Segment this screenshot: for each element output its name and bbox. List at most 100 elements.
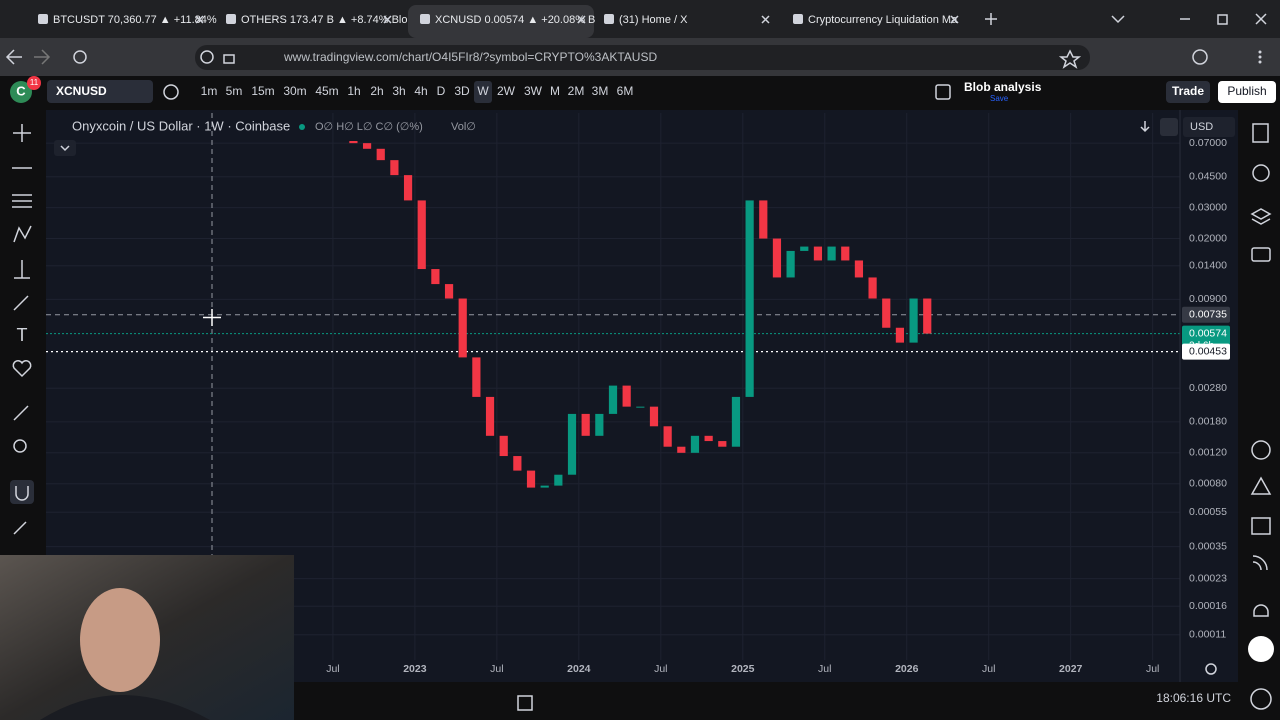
url[interactable]: www.tradingview.com/chart/O4I5FIr8/?symb… [283, 50, 657, 64]
right-sidebar [1240, 110, 1280, 682]
chat-icon[interactable] [1251, 247, 1271, 262]
avatar[interactable] [10, 81, 32, 103]
interval[interactable]: 1h [347, 84, 360, 98]
auto-scale[interactable] [1160, 118, 1178, 136]
interval[interactable]: 6M [617, 84, 634, 98]
new-tab[interactable] [985, 13, 997, 25]
reload-button[interactable] [73, 50, 87, 64]
crosshair-tool[interactable] [13, 124, 31, 142]
interval[interactable]: 3W [524, 84, 543, 98]
panel-toggle[interactable] [517, 695, 533, 711]
apps-button[interactable] [1248, 636, 1274, 662]
publish-button[interactable] [1218, 81, 1276, 103]
tab-title[interactable]: OTHERS 173.47 B ▲ +8.74% Blo [241, 14, 408, 26]
close-window[interactable] [1255, 13, 1267, 25]
layout-name[interactable]: Blob analysis [964, 80, 1042, 94]
interval[interactable]: 5m [226, 84, 243, 98]
legend-title[interactable]: Onyxcoin / US Dollar · 1W · Coinbase [72, 118, 290, 133]
price-label-box [1182, 343, 1230, 360]
interval[interactable]: 45m [315, 84, 338, 98]
calendar-icon[interactable] [1251, 517, 1271, 535]
candle-body [390, 160, 399, 176]
fib-tool[interactable] [12, 194, 32, 208]
interval[interactable]: 15m [251, 84, 274, 98]
lock-draw-tool[interactable] [13, 521, 27, 535]
pine-icon[interactable] [1250, 476, 1272, 495]
candle-body [731, 396, 741, 447]
maximize[interactable] [1217, 14, 1228, 25]
candle-body [854, 260, 864, 278]
pattern-tool[interactable] [13, 225, 32, 243]
address-box[interactable] [195, 45, 1090, 70]
tab-list[interactable] [1111, 15, 1125, 24]
tab-close[interactable] [761, 15, 770, 24]
zoom-tool[interactable] [13, 439, 27, 453]
watchlist-icon[interactable] [1252, 123, 1269, 143]
projection-tool[interactable] [14, 260, 30, 279]
interval[interactable]: 4h [414, 84, 427, 98]
trade-button[interactable] [1166, 81, 1210, 103]
tab-title[interactable]: BTCUSDT 70,360.77 ▲ +11.84% [53, 14, 217, 26]
interval[interactable]: 1m [201, 84, 218, 98]
news-icon[interactable] [1252, 555, 1268, 571]
favorites-tool[interactable] [12, 360, 32, 378]
x-tick-label: 2024 [567, 663, 591, 675]
notifications-icon[interactable] [1253, 604, 1269, 617]
tab-close[interactable] [195, 15, 204, 24]
candle-body [841, 246, 850, 261]
interval[interactable]: 2W [497, 84, 516, 98]
symbol[interactable]: XCNUSD [56, 84, 107, 98]
active-tab[interactable] [408, 5, 594, 38]
legend-volume: Vol∅ [451, 121, 476, 133]
site-info[interactable] [200, 50, 214, 64]
profile[interactable] [1192, 49, 1208, 65]
ideas-icon[interactable] [1251, 440, 1271, 460]
brush-tool[interactable] [13, 295, 29, 311]
interval[interactable]: W [477, 84, 489, 98]
candle-body [813, 246, 823, 261]
layers-icon[interactable] [1250, 208, 1272, 225]
tab-title[interactable]: (31) Home / X [619, 14, 688, 26]
tab-close[interactable] [950, 15, 959, 24]
y-tick-label: 0.00035 [1189, 540, 1227, 552]
interval[interactable]: M [550, 84, 560, 98]
interval[interactable]: 30m [283, 84, 306, 98]
tab-title[interactable]: Cryptocurrency Liquidation Ma [808, 14, 958, 26]
currency[interactable]: USD [1190, 121, 1213, 133]
axis-settings[interactable] [1205, 663, 1217, 675]
interval[interactable]: 3M [592, 84, 609, 98]
back-button[interactable] [5, 49, 22, 65]
layout-checkbox[interactable] [935, 84, 951, 100]
x-tick-label: Jul [490, 663, 503, 675]
measure-tool[interactable] [13, 405, 29, 421]
menu[interactable] [1258, 50, 1262, 54]
interval[interactable]: 2h [370, 84, 383, 98]
x-tick-label: 2025 [731, 663, 755, 675]
compare-button[interactable] [163, 84, 179, 100]
tab-close[interactable] [577, 15, 586, 24]
x-tick-label: Jul [818, 663, 831, 675]
interval[interactable]: 3h [392, 84, 405, 98]
text-tool[interactable]: T [17, 325, 28, 345]
interval[interactable]: D [437, 84, 446, 98]
y-tick-label: 0.00011 [1189, 629, 1226, 641]
alerts-icon[interactable] [1252, 164, 1270, 182]
tab-close[interactable] [383, 15, 392, 24]
active-interval[interactable] [474, 81, 492, 103]
candle-body [444, 284, 454, 299]
tab-icon [793, 14, 803, 24]
symbol-box[interactable] [47, 80, 153, 103]
publish-label[interactable]: Publish [1227, 84, 1266, 98]
scroll-latest[interactable] [1140, 121, 1150, 133]
badge-count: 11 [30, 78, 39, 87]
tab-title[interactable]: XCNUSD 0.00574 ▲ +20.08% B [435, 14, 595, 26]
currency-box[interactable] [1183, 117, 1235, 137]
help-icon[interactable] [1250, 688, 1272, 710]
trade-label[interactable]: Trade [1172, 84, 1204, 98]
interval[interactable]: 3D [454, 84, 470, 98]
bookmark-star[interactable] [1058, 49, 1082, 69]
forward-button[interactable] [34, 49, 51, 65]
y-tick-label: 0.00280 [1189, 382, 1227, 394]
collapse-legend[interactable] [54, 140, 76, 156]
interval[interactable]: 2M [568, 84, 585, 98]
